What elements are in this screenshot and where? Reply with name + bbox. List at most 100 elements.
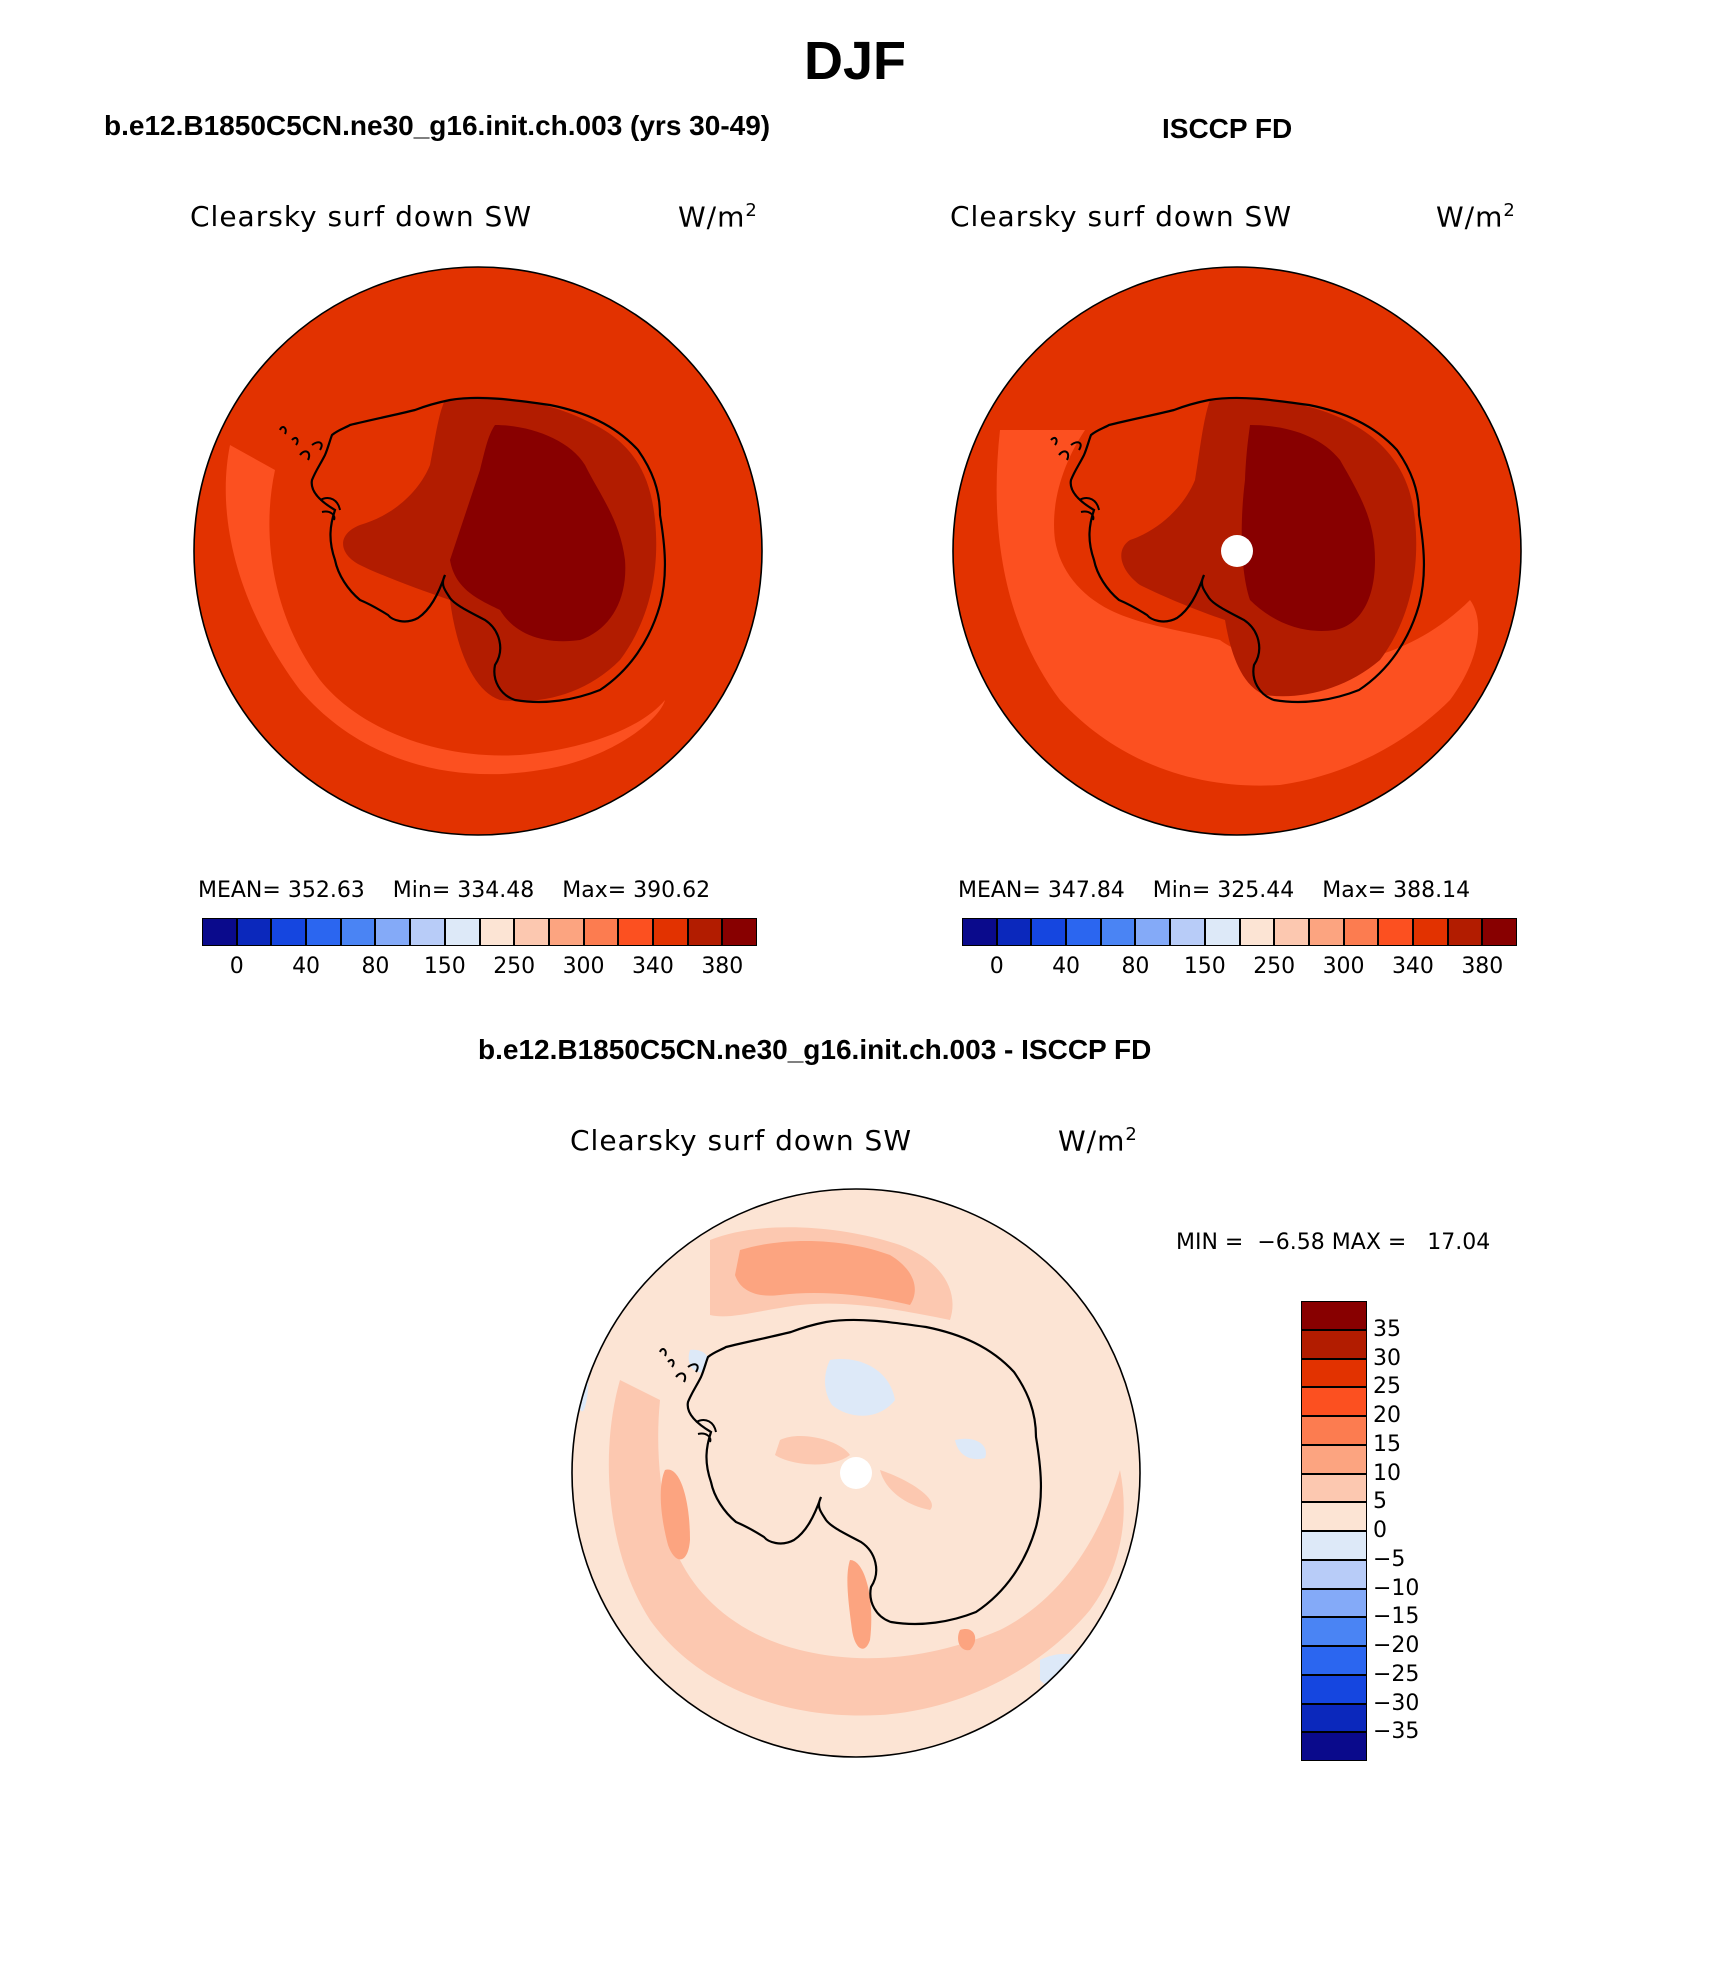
colorbar-tick-label: −15 [1373, 1604, 1420, 1630]
colorbar-tick-label: 20 [1373, 1403, 1401, 1428]
colorbar-swatch [1301, 1301, 1367, 1330]
colorbar-swatch [687, 918, 723, 946]
colorbar-swatch [1301, 1732, 1367, 1761]
panel-1-units: W/m2 [678, 200, 758, 234]
colorbar-swatch [618, 918, 653, 946]
colorbar-swatch [1031, 918, 1067, 946]
colorbar-swatch [1482, 918, 1517, 946]
colorbar-tick-label: 80 [361, 954, 390, 979]
difference-positive-field [608, 1380, 1124, 1716]
panel-3-colorbar [1301, 1301, 1367, 1761]
model-polar-map [194, 267, 762, 835]
colorbar-tick-label: 0 [1373, 1518, 1387, 1543]
colorbar-swatch [306, 918, 341, 946]
colorbar-tick-label: 300 [562, 954, 605, 979]
colorbar-tick-label: −35 [1373, 1719, 1420, 1745]
colorbar-swatch [1239, 918, 1275, 946]
colorbar-tick-label: −30 [1373, 1690, 1420, 1716]
colorbar-swatch [1301, 1559, 1367, 1589]
antarctic-coastline [310, 396, 666, 704]
colorbar-swatch [1301, 1358, 1367, 1388]
colorbar-swatch [236, 918, 272, 946]
colorbar-swatch [583, 918, 619, 946]
plateau-field [1241, 425, 1375, 631]
colorbar-swatch [1301, 1588, 1367, 1618]
colorbar-tick-label: 340 [1391, 954, 1434, 979]
colorbar-swatch [1301, 1703, 1367, 1733]
panel-1-mean: 352.63 [287, 878, 365, 903]
colorbar-tick-label: 25 [1373, 1374, 1401, 1400]
panel-2-colorbar [962, 918, 1517, 946]
ocean-band-field [996, 430, 1479, 786]
colorbar-tick-label: 380 [1461, 954, 1504, 979]
colorbar-tick-label: 150 [423, 954, 466, 979]
colorbar-swatch [375, 918, 411, 946]
panel-3-max: 17.04 [1427, 1230, 1491, 1255]
panel-3-units: W/m2 [1058, 1124, 1138, 1158]
colorbar-tick-label: 340 [631, 954, 674, 979]
panel-3-min: −6.58 [1257, 1230, 1325, 1255]
colorbar-tick-label: 30 [1373, 1345, 1401, 1371]
colorbar-swatch [1301, 1674, 1367, 1704]
panel-1-colorbar [202, 918, 757, 946]
colorbar-swatch [271, 918, 307, 946]
colorbar-swatch [548, 918, 584, 946]
colorbar-swatch [1308, 918, 1344, 946]
colorbar-swatch [1135, 918, 1171, 946]
panel-2-mean: 347.84 [1047, 878, 1125, 903]
colorbar-swatch [1170, 918, 1205, 946]
panel-3-stats: MIN = −6.58 MAX = 17.04 [1176, 1230, 1491, 1255]
colorbar-swatch [410, 918, 445, 946]
panel-2-title: ISCCP FD [1162, 113, 1293, 144]
observation-polar-map [953, 267, 1521, 835]
colorbar-tick-label: 35 [1373, 1316, 1401, 1342]
panel-2-min: 325.44 [1217, 878, 1295, 903]
colorbar-tick-label: 250 [1253, 954, 1296, 979]
colorbar-tick-label: 80 [1121, 954, 1150, 979]
panel-1-variable-label: Clearsky surf down SW [190, 200, 533, 233]
colorbar-swatch [1301, 1329, 1367, 1359]
colorbar-swatch [1301, 1473, 1367, 1503]
colorbar-swatch [1343, 918, 1379, 946]
difference-strong-positive-field [735, 1240, 915, 1305]
colorbar-swatch [1301, 1502, 1367, 1531]
colorbar-tick-label: 40 [292, 954, 321, 979]
colorbar-swatch [1301, 1416, 1367, 1445]
page-title: DJF [803, 31, 906, 91]
panel-2-stats: MEAN= 347.84 Min= 325.44 Max= 388.14 [958, 878, 1471, 903]
panel-1-max: 390.62 [633, 878, 711, 903]
colorbar-swatch [1301, 1646, 1367, 1675]
colorbar-swatch [479, 918, 515, 946]
antarctic-coastline [1069, 396, 1425, 704]
colorbar-swatch [1301, 1531, 1367, 1560]
ocean-band-field [225, 445, 666, 775]
panel-2-variable-label: Clearsky surf down SW [950, 200, 1293, 233]
colorbar-swatch [1274, 918, 1309, 946]
colorbar-swatch [1447, 918, 1483, 946]
colorbar-tick-label: 40 [1052, 954, 1081, 979]
colorbar-swatch [996, 918, 1032, 946]
colorbar-swatch [1204, 918, 1240, 946]
colorbar-tick-label: −5 [1373, 1546, 1406, 1572]
colorbar-swatch [1301, 1444, 1367, 1474]
colorbar-tick-label: 150 [1183, 954, 1226, 979]
colorbar-tick-label: 380 [701, 954, 744, 979]
colorbar-swatch [1301, 1617, 1367, 1646]
colorbar-swatch [722, 918, 757, 946]
colorbar-tick-label: −10 [1373, 1575, 1420, 1601]
colorbar-swatch [1378, 918, 1413, 946]
panel-2-max: 388.14 [1393, 878, 1471, 903]
colorbar-swatch [340, 918, 376, 946]
colorbar-swatch [514, 918, 549, 946]
colorbar-tick-label: −25 [1373, 1661, 1420, 1687]
colorbar-swatch [1100, 918, 1136, 946]
panel-1-title: b.e12.B1850C5CN.ne30_g16.init.ch.003 (yr… [104, 110, 771, 141]
plateau-field [450, 425, 626, 642]
colorbar-tick-label: 0 [989, 954, 1004, 979]
difference-polar-map [572, 1189, 1140, 1757]
pole-mask [1221, 535, 1253, 567]
colorbar-swatch [1066, 918, 1101, 946]
colorbar-swatch [652, 918, 688, 946]
colorbar-tick-label: 300 [1322, 954, 1365, 979]
